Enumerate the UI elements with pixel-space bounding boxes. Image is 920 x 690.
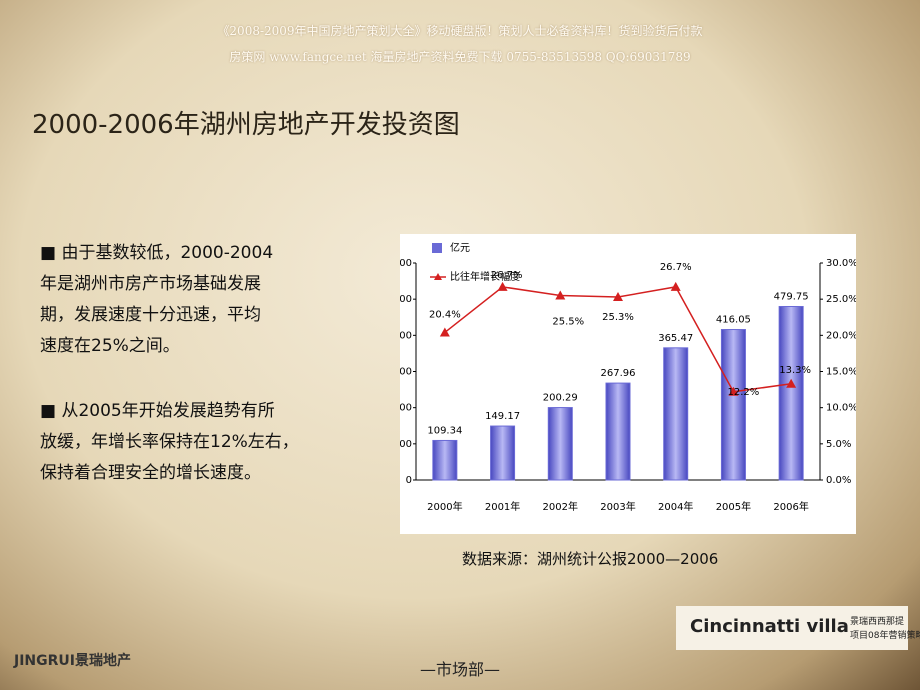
line-marker (613, 291, 623, 301)
bullet: ■ 从2005年开始发展趋势有所 放缓，年增长率保持在12%左右， 保持着合理安… (40, 396, 299, 489)
line-marker (670, 281, 681, 291)
x-tick-label: 2000年 (427, 500, 462, 513)
bullet-text: 放缓，年增长率保持在12%左右， (40, 432, 299, 452)
logo-sub: 项目08年营销策略建议 (850, 631, 920, 641)
x-tick-label: 2005年 (716, 500, 751, 513)
line-marker (497, 281, 508, 291)
logo-left: JINGRUI景瑞地产 (14, 653, 131, 669)
line-label: 26.7% (660, 262, 692, 273)
bullet-text: 由于基数较低，2000-2004 (61, 243, 274, 263)
line-label: 25.3% (602, 312, 634, 323)
x-tick-label: 2001年 (485, 500, 520, 513)
legend-label: 比往年增长幅度 (450, 270, 520, 283)
y-tick-label: 100 (400, 439, 412, 450)
line-marker (555, 290, 566, 300)
header-line: 房策网 www.fangce.net 海量房地产资料免费下载 0755-8351… (229, 50, 691, 64)
logo-name: Cincinnatti villa (690, 616, 849, 637)
header-line: 《2008-2009年中国房地产策划大全》移动硬盘版！策划人士必备资料库！货到验… (217, 24, 703, 38)
bullet-text: 保持着合理安全的增长速度。 (40, 463, 261, 483)
slide-title: 2000-2006年湖州房地产开发投资图 (32, 110, 460, 140)
bar (778, 305, 804, 481)
y2-tick-label: 15.0% (826, 367, 856, 378)
legend-label: 亿元 (450, 241, 470, 254)
line-label: 13.3% (779, 365, 811, 376)
bullet-line: ■ 由于基数较低，2000-2004 (40, 238, 273, 269)
bullet-line: ■ 从2005年开始发展趋势有所 (40, 396, 299, 427)
line-marker (439, 327, 450, 337)
bullet: ■ 由于基数较低，2000-2004 年是湖州市房产市场基础发展 期，发展速度十… (40, 238, 273, 362)
bar-label: 365.47 (658, 333, 693, 344)
line-marker (786, 378, 797, 388)
y2-tick-label: 5.0% (826, 439, 851, 450)
bar (663, 347, 689, 481)
bullet-text: 速度在25%之间。 (40, 336, 180, 356)
bar (490, 425, 516, 481)
y-tick-label: 0 (406, 475, 412, 486)
y2-tick-label: 0.0% (826, 475, 851, 486)
x-tick-label: 2006年 (773, 500, 808, 513)
bar (547, 407, 573, 481)
chart: 0 100 200 300 400 500 600 0.0% 5.0% 10.0% 15.0% 20.… (400, 234, 856, 534)
x-tick-label: 2004年 (658, 500, 693, 513)
y2-tick-label: 30.0% (826, 258, 856, 269)
x-tick-label: 2003年 (600, 500, 635, 513)
x-tick-label: 2002年 (543, 500, 578, 513)
logo-sub: 景瑞西西那提 (850, 617, 905, 627)
legend-swatch (432, 243, 442, 253)
y2-tick-label: 25.0% (826, 294, 856, 305)
line-label: 20.4% (429, 309, 461, 320)
bar-label: 267.96 (601, 368, 636, 379)
y-tick-label: 600 (400, 258, 412, 269)
line-label: 26.7% (491, 270, 523, 281)
bar-label: 149.17 (485, 411, 520, 422)
footer: —市场部— (419, 660, 500, 679)
bar-label: 109.34 (427, 425, 462, 436)
bar (432, 439, 458, 481)
line-marker (728, 386, 739, 396)
bar-label: 479.75 (774, 291, 809, 302)
legend-swatch (434, 273, 442, 280)
bullet-text: 年是湖州市房产市场基础发展 (40, 274, 261, 294)
y-tick-label: 300 (400, 367, 412, 378)
y-tick-label: 400 (400, 330, 412, 341)
y2-tick-label: 10.0% (826, 403, 856, 414)
y-tick-label: 500 (400, 294, 412, 305)
line-label: 25.5% (552, 317, 584, 328)
logo-right: Cincinnatti villa 景瑞西西那提 项目08年营销策略建议 (676, 606, 920, 650)
line-label: 12.2% (728, 387, 760, 398)
bullet-marker: ■ (40, 243, 57, 263)
bar-label: 416.05 (716, 315, 751, 326)
bullet-text: 期，发展速度十分迅速，平均 (40, 305, 261, 325)
y2-tick-label: 20.0% (826, 330, 856, 341)
bar-label: 200.29 (543, 393, 578, 404)
bullet-text: 从2005年开始发展趋势有所 (61, 401, 275, 421)
bar (605, 382, 631, 481)
bar (720, 329, 746, 481)
bullet-marker: ■ (40, 401, 57, 421)
source: 数据来源：湖州统计公报2000—2006 (462, 550, 719, 568)
y-tick-label: 200 (400, 403, 412, 414)
